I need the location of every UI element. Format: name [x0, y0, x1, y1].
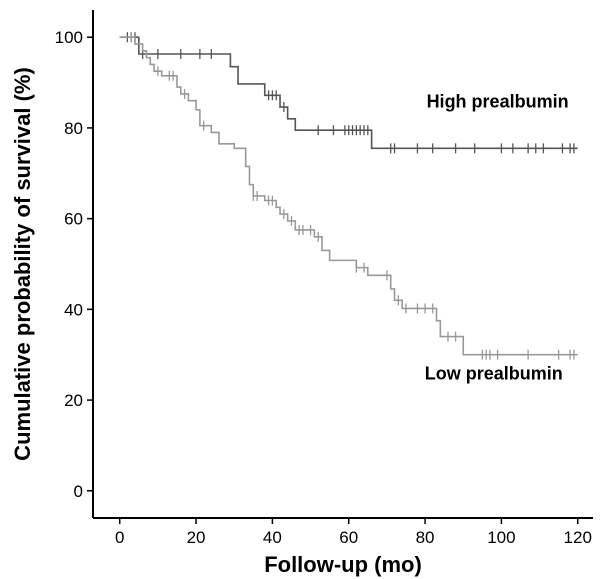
x-tick-label: 40: [263, 528, 282, 547]
x-tick-label: 100: [487, 528, 515, 547]
y-tick-label: 80: [64, 119, 83, 138]
y-tick-label: 100: [55, 28, 83, 47]
y-tick-label: 20: [64, 391, 83, 410]
y-tick-label: 0: [74, 482, 83, 501]
series-low-prealbumin: [119, 32, 578, 360]
y-axis-title: Cumulative probability of survival (%): [10, 67, 35, 461]
series-label-low-prealbumin: Low prealbumin: [425, 364, 563, 384]
x-tick-label: 120: [564, 528, 592, 547]
series-layer: [119, 32, 578, 360]
y-tick-label: 60: [64, 210, 83, 229]
axis-ticks: 0 20 40 60 80 100 120 0 20 40 60 80 100: [55, 28, 592, 547]
x-axis-title: Follow-up (mo): [264, 552, 422, 577]
plot-area: [92, 10, 593, 519]
x-tick-label: 80: [416, 528, 435, 547]
x-tick-label: 20: [187, 528, 206, 547]
y-tick-label: 40: [64, 300, 83, 319]
x-tick-label: 60: [339, 528, 358, 547]
series-label-high-prealbumin: High prealbumin: [427, 92, 569, 112]
x-tick-label: 0: [115, 528, 124, 547]
survival-step-line: [119, 36, 578, 356]
